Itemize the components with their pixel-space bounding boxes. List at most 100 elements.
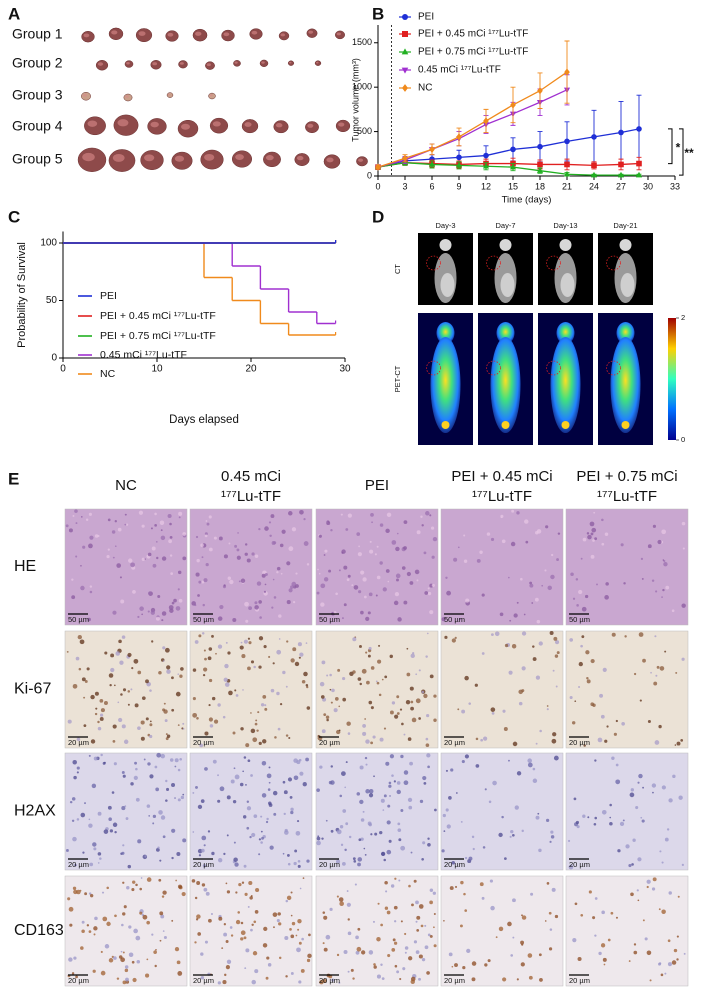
scale-bar-label: 20 µm (68, 976, 89, 985)
cell (288, 588, 293, 593)
pet-head (616, 322, 635, 344)
cell (587, 534, 592, 540)
cell (341, 771, 346, 776)
histology-image (440, 752, 564, 871)
cell (385, 761, 390, 766)
cell (537, 812, 540, 815)
cell (637, 781, 640, 784)
cell (93, 847, 97, 851)
cell (370, 741, 374, 745)
x-tick-label: 24 (589, 181, 599, 191)
cell (162, 890, 167, 895)
cell (218, 536, 223, 541)
cell (551, 553, 554, 557)
cell (171, 676, 174, 680)
cell (375, 680, 378, 683)
cell (433, 694, 437, 698)
cell (460, 820, 463, 823)
cell (119, 576, 122, 579)
scale-bar-label: 20 µm (444, 976, 465, 985)
scale-bar-label: 20 µm (569, 738, 590, 747)
cell (652, 791, 654, 794)
cell (112, 822, 118, 827)
pet-head (556, 322, 575, 344)
cell (161, 611, 167, 616)
cell (161, 619, 164, 622)
marker (591, 134, 597, 140)
cell (446, 590, 452, 596)
cell (662, 559, 665, 561)
histology-image (189, 752, 313, 871)
cell (284, 935, 289, 941)
cell (357, 927, 361, 931)
cell (146, 958, 149, 961)
cell (92, 842, 97, 847)
cell (549, 631, 554, 635)
cell (521, 666, 526, 671)
cell (223, 584, 226, 587)
cell (481, 593, 485, 597)
cell (253, 814, 258, 819)
cell (177, 768, 181, 772)
cell (594, 816, 598, 820)
cell (192, 697, 196, 701)
cell (471, 961, 477, 966)
cell (615, 916, 618, 919)
cell (336, 953, 340, 957)
cell (326, 674, 329, 677)
cell (354, 883, 357, 886)
cell (126, 886, 130, 890)
marker (402, 14, 408, 20)
significance-bracket (668, 128, 673, 165)
cell (330, 765, 333, 768)
tumor-highlight (209, 94, 213, 97)
cell (197, 804, 203, 810)
cell (140, 736, 145, 741)
cell (75, 522, 78, 525)
cell (393, 600, 399, 606)
cell (611, 632, 616, 637)
cell (550, 830, 554, 834)
tumor-highlight (117, 119, 129, 127)
cell (336, 829, 342, 835)
cell (171, 856, 174, 860)
cell (383, 794, 387, 798)
cell (154, 524, 157, 527)
cell (479, 882, 484, 887)
cell (177, 570, 182, 575)
cell (155, 848, 160, 852)
cell (346, 890, 349, 892)
cell (111, 530, 116, 534)
cell (527, 758, 532, 763)
tumor-highlight (251, 30, 258, 35)
cell (346, 578, 350, 582)
cell (384, 906, 389, 910)
cell (94, 916, 98, 921)
cell (297, 859, 301, 863)
cell (260, 841, 263, 844)
cell (427, 591, 432, 596)
cell (258, 600, 262, 604)
cell (267, 963, 272, 967)
cell (483, 736, 488, 741)
tumor-highlight (289, 61, 292, 64)
cell (364, 718, 367, 720)
marker (617, 171, 625, 178)
cell (133, 928, 138, 934)
cell (368, 700, 373, 705)
cell (374, 553, 377, 556)
cell (403, 770, 409, 775)
cell (661, 861, 664, 864)
cell (380, 923, 383, 927)
cell (680, 739, 684, 742)
cell (121, 771, 125, 774)
cell (399, 977, 402, 981)
cell (278, 922, 282, 926)
cell (217, 774, 219, 777)
cell (145, 679, 149, 684)
cell (602, 957, 607, 962)
cell (326, 718, 329, 722)
cell (223, 677, 228, 682)
cell (416, 530, 421, 535)
cell (234, 689, 237, 692)
